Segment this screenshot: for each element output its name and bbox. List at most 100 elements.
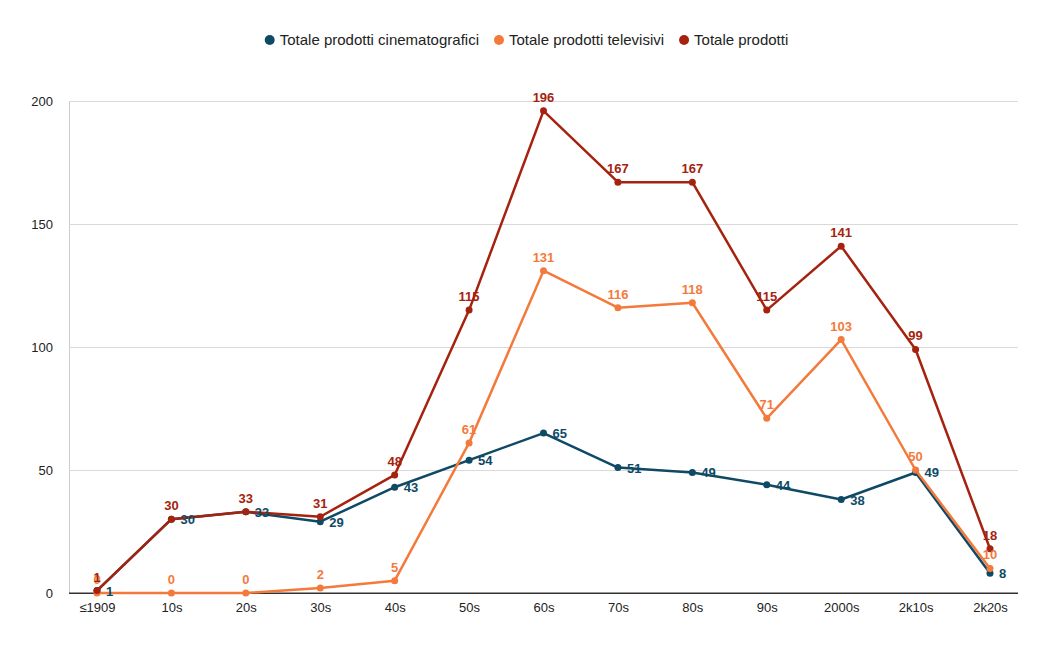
y-tick: 50: [39, 463, 1018, 478]
data-label: 8: [999, 566, 1006, 581]
data-label: 51: [627, 461, 641, 476]
legend-item: Totale prodotti televisivi: [494, 31, 664, 48]
marker: [763, 481, 770, 488]
data-label: 44: [776, 478, 791, 493]
x-tick-label: 90s: [757, 600, 778, 615]
data-label: 10: [983, 547, 997, 562]
x-tick-label: 30s: [310, 600, 331, 615]
data-label: 167: [681, 161, 703, 176]
legend-item: Totale prodotti: [679, 31, 788, 48]
marker: [391, 577, 398, 584]
series-line: [97, 111, 990, 591]
series-line: [97, 271, 990, 593]
marker: [540, 430, 547, 437]
data-label: 48: [387, 454, 401, 469]
data-label: 118: [682, 282, 703, 297]
marker: [168, 516, 175, 523]
y-axis-line: [70, 102, 1019, 594]
legend-marker: [265, 35, 275, 45]
legend-marker: [494, 35, 504, 45]
x-tick-label: 50s: [459, 600, 480, 615]
x-tick-label: 60s: [534, 600, 555, 615]
data-label: 1: [93, 570, 100, 585]
data-label: 49: [925, 465, 939, 480]
data-label: 61: [462, 422, 476, 437]
y-tick-label: 150: [31, 217, 53, 232]
data-label: 29: [329, 515, 343, 530]
legend-item: Totale prodotti cinematografici: [265, 31, 479, 48]
data-label: 38: [850, 493, 864, 508]
y-tick: 100: [31, 340, 1018, 355]
marker: [838, 496, 845, 503]
data-label: 54: [478, 453, 493, 468]
marker: [912, 467, 919, 474]
legend-label: Totale prodotti televisivi: [509, 31, 664, 48]
plot-area: [94, 107, 994, 596]
x-tick-label: 40s: [385, 600, 406, 615]
x-tick-label: 10s: [161, 600, 182, 615]
data-label: 99: [908, 328, 922, 343]
marker: [317, 585, 324, 592]
data-label: 18: [983, 528, 997, 543]
y-tick-label: 0: [46, 586, 53, 601]
data-label: 5: [391, 560, 398, 575]
marker: [689, 179, 696, 186]
marker: [838, 243, 845, 250]
data-label: 115: [459, 289, 480, 304]
x-tick: 2000s: [824, 593, 860, 615]
y-tick: 150: [31, 217, 1018, 232]
x-axis: ≤1909 10s 20s 30s 40s 50s 60s 70s 80s 90s 2000s 2k1…: [69, 593, 1018, 615]
marker: [540, 267, 547, 274]
x-tick: 60s: [534, 593, 555, 615]
data-label: 196: [533, 90, 555, 105]
x-tick-label: 80s: [682, 600, 703, 615]
y-tick-label: 50: [39, 463, 53, 478]
y-tick: 200: [31, 94, 1018, 109]
data-label: 33: [239, 491, 253, 506]
x-tick-label: ≤1909: [79, 600, 115, 615]
x-tick: 70s: [608, 593, 629, 615]
marker: [540, 107, 547, 114]
x-tick: 50s: [459, 593, 480, 615]
x-tick-label: 20s: [236, 600, 257, 615]
marker: [689, 299, 696, 306]
data-label: 49: [701, 465, 715, 480]
x-tick: 90s: [757, 593, 778, 615]
legend: Totale prodotti cinematografici Totale pr…: [265, 31, 789, 48]
marker: [94, 587, 101, 594]
x-tick: 2k10s: [899, 593, 934, 615]
marker: [391, 471, 398, 478]
grid-line: [69, 470, 1018, 471]
data-label: 2: [317, 567, 324, 582]
y-axis: 050100150200: [31, 94, 1018, 601]
marker: [242, 508, 249, 515]
x-tick: 2k20s: [973, 593, 1008, 615]
marker: [614, 179, 621, 186]
x-tick-label: 2000s: [824, 600, 860, 615]
marker: [466, 307, 473, 314]
y-tick-label: 200: [31, 94, 53, 109]
data-label: 31: [313, 496, 327, 511]
legend-label: Totale prodotti cinematografici: [280, 31, 479, 48]
x-tick-label: 2k20s: [973, 600, 1008, 615]
marker: [242, 590, 249, 597]
data-label: 0: [242, 572, 249, 587]
marker: [242, 508, 249, 515]
data-label: 115: [756, 289, 777, 304]
marker: [391, 484, 398, 491]
marker: [466, 439, 473, 446]
data-labels: 1303329435465514944384980002561131116118…: [93, 90, 1006, 599]
chart: 050100150200≤190910s20s30s40s50s60s70s80…: [0, 0, 1048, 648]
data-label: 30: [164, 498, 178, 513]
marker: [317, 513, 324, 520]
data-label: 65: [553, 426, 567, 441]
marker: [763, 415, 770, 422]
legend-marker: [679, 35, 689, 45]
data-label: 50: [908, 449, 922, 464]
marker: [912, 346, 919, 353]
marker: [763, 307, 770, 314]
marker: [987, 565, 994, 572]
data-label: 43: [404, 480, 418, 495]
x-tick: 40s: [385, 593, 406, 615]
grid-line: [69, 347, 1018, 348]
